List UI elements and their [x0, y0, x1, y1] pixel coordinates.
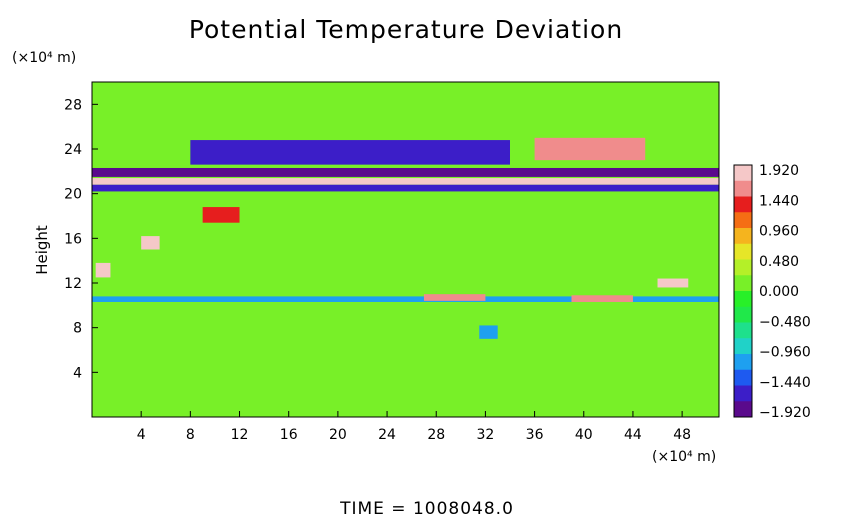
x-tick-label: 16	[280, 427, 298, 443]
colorbar-label: 0.960	[759, 224, 799, 240]
y-tick-label: 16	[64, 231, 82, 247]
x-tick-label: 36	[526, 427, 544, 443]
colorbar-swatch	[734, 401, 752, 418]
heatmap-feature	[141, 236, 160, 250]
heatmap-background	[92, 82, 719, 417]
colorbar-label: 1.440	[759, 193, 799, 209]
colorbar-swatch	[734, 322, 752, 339]
colorbar-swatch	[734, 385, 752, 402]
colorbar-swatch	[734, 212, 752, 229]
x-axis: 4 8 12 16 20 24 28 32 36 40 44 48	[137, 411, 691, 443]
heatmap-feature	[95, 262, 111, 278]
y-axis: 4 8 12 16 20 24 28	[64, 97, 98, 381]
heatmap-feature	[571, 295, 633, 302]
colorbar-label: −1.920	[759, 405, 811, 421]
colorbar-swatch	[734, 291, 752, 308]
colorbar-labels: 1.920 1.440 0.960 0.480 0.000 −0.480 −0.960 −1.…	[759, 163, 811, 421]
x-tick-label: 8	[186, 427, 195, 443]
heatmap-feature	[92, 167, 719, 177]
heatmap-feature	[92, 296, 719, 302]
x-tick-label: 40	[575, 427, 593, 443]
heatmap-feature	[534, 137, 646, 161]
x-tick-label: 32	[476, 427, 494, 443]
y-tick-label: 4	[73, 365, 82, 381]
colorbar-label: 0.000	[759, 284, 799, 300]
heatmap-features	[92, 137, 719, 339]
heatmap-plot-area	[91, 81, 720, 418]
colorbar-swatch	[734, 306, 752, 323]
colorbar-swatch	[734, 180, 752, 197]
x-tick-label: 24	[378, 427, 396, 443]
heatmap-feature	[92, 178, 719, 185]
heatmap-feature	[657, 278, 689, 288]
colorbar-swatch	[734, 275, 752, 292]
y-tick-label: 12	[64, 276, 82, 292]
x-tick-label: 20	[329, 427, 347, 443]
x-tick-label: 4	[137, 427, 146, 443]
colorbar-swatch	[734, 259, 752, 276]
plot-frame	[91, 81, 720, 418]
colorbar-swatch	[734, 196, 752, 213]
colorbar-swatch	[734, 243, 752, 260]
heatmap-feature	[92, 184, 719, 192]
colorbar-label: −0.480	[759, 314, 811, 330]
colorbar-label: 0.480	[759, 254, 799, 270]
colorbar-label: −1.440	[759, 375, 811, 391]
colorbar: 1.920 1.440 0.960 0.480 0.000 −0.480 −0.960 −1.…	[733, 163, 811, 421]
x-tick-label: 28	[427, 427, 445, 443]
x-axis-units: (×10⁴ m)	[652, 449, 716, 465]
y-tick-label: 24	[64, 142, 82, 158]
colorbar-swatch	[734, 338, 752, 355]
colorbar-label: 1.920	[759, 163, 799, 179]
x-tick-label: 44	[624, 427, 642, 443]
colorbar-frame	[733, 164, 753, 418]
y-axis-units: (×10⁴ m)	[12, 50, 76, 66]
colorbar-label: −0.960	[759, 345, 811, 361]
y-axis-label: Height	[33, 225, 51, 275]
heatmap-feature	[202, 207, 240, 223]
x-tick-label: 48	[673, 427, 691, 443]
heatmap-feature	[423, 294, 486, 301]
colorbar-swatches	[734, 165, 752, 418]
heatmap-feature	[479, 325, 498, 339]
colorbar-swatch	[734, 369, 752, 386]
chart-title: Potential Temperature Deviation	[189, 15, 623, 44]
y-tick-label: 8	[73, 321, 82, 337]
heatmap-feature	[190, 140, 510, 165]
x-tick-label: 12	[231, 427, 249, 443]
colorbar-swatch	[734, 228, 752, 245]
colorbar-swatch	[734, 165, 752, 182]
y-tick-label: 20	[64, 187, 82, 203]
time-footer: TIME = 1008048.0	[339, 499, 514, 519]
colorbar-swatch	[734, 354, 752, 371]
y-tick-label: 28	[64, 97, 82, 113]
